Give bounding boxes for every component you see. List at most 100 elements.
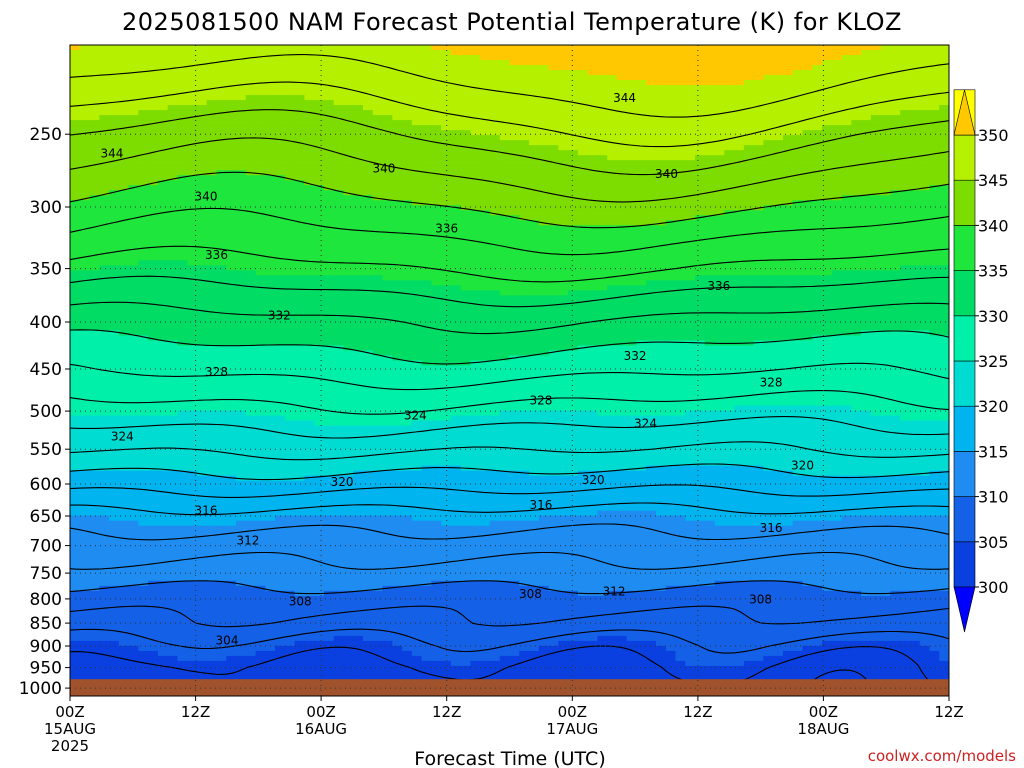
fill-cell	[597, 180, 608, 186]
fill-cell	[382, 160, 393, 166]
fill-cell	[284, 165, 296, 171]
fill-cell	[861, 315, 872, 322]
fill-cell	[548, 155, 559, 161]
fill-cell	[529, 170, 540, 176]
fill-cell	[665, 240, 677, 246]
fill-cell	[802, 275, 813, 281]
fill-cell	[70, 305, 81, 312]
fill-cell	[284, 120, 296, 126]
fill-cell	[343, 145, 354, 151]
fill-cell	[890, 95, 901, 101]
fill-cell	[187, 155, 198, 161]
fill-cell	[382, 280, 393, 286]
fill-cell	[704, 140, 716, 146]
fill-cell	[499, 200, 511, 206]
fill-cell	[919, 160, 931, 166]
fill-cell	[245, 90, 257, 96]
fill-cell	[314, 190, 325, 196]
fill-cell	[392, 225, 403, 231]
fill-cell	[265, 300, 276, 306]
fill-cell	[480, 245, 491, 251]
fill-cell	[812, 60, 823, 66]
fill-cell	[216, 125, 227, 131]
fill-cell	[392, 195, 403, 201]
fill-cell	[704, 85, 716, 91]
fill-cell	[587, 200, 598, 206]
fill-cell	[255, 170, 266, 176]
fill-cell	[714, 225, 725, 231]
fill-cell	[353, 235, 364, 241]
fill-cell	[177, 85, 188, 91]
fill-cell	[753, 85, 765, 91]
fill-cell	[529, 245, 540, 251]
fill-cell	[411, 215, 423, 221]
fill-cell	[333, 310, 345, 317]
fill-cell	[402, 90, 413, 96]
fill-cell	[70, 190, 81, 196]
fill-cell	[255, 185, 266, 191]
fill-cell	[489, 300, 501, 306]
fill-cell	[343, 75, 354, 81]
fill-cell	[782, 215, 794, 221]
fill-cell	[177, 75, 188, 81]
fill-cell	[919, 245, 931, 251]
fill-cell	[489, 215, 501, 221]
fill-cell	[470, 80, 481, 86]
fill-cell	[597, 55, 608, 61]
fill-cell	[206, 275, 218, 281]
fill-cell	[831, 280, 843, 286]
fill-cell	[187, 140, 198, 146]
fill-cell	[851, 315, 862, 322]
fill-cell	[646, 95, 657, 101]
fill-cell	[870, 240, 882, 246]
fill-cell	[118, 315, 130, 322]
fill-cell	[70, 140, 81, 146]
fill-cell	[382, 230, 393, 236]
fill-cell	[685, 245, 696, 251]
fill-cell	[187, 265, 198, 271]
fill-cell	[558, 160, 569, 166]
fill-cell	[89, 95, 100, 101]
fill-cell	[450, 140, 462, 146]
fill-cell	[919, 270, 931, 276]
fill-cell	[802, 110, 813, 116]
fill-cell	[724, 125, 735, 131]
fill-cell	[314, 50, 325, 56]
fill-cell	[939, 95, 949, 101]
fill-cell	[79, 120, 91, 126]
fill-cell	[489, 270, 501, 276]
fill-cell	[841, 245, 852, 251]
fill-cell	[568, 250, 579, 256]
fill-cell	[909, 55, 921, 61]
fill-cell	[802, 150, 813, 156]
fill-cell	[421, 100, 432, 106]
fill-cell	[665, 235, 677, 241]
fill-cell	[568, 290, 579, 296]
fill-cell	[900, 270, 911, 276]
fill-cell	[206, 115, 218, 121]
fill-cell	[450, 290, 462, 296]
fill-cell	[275, 190, 286, 196]
fill-cell	[118, 70, 130, 76]
fill-cell	[870, 290, 882, 296]
fill-cell	[441, 135, 452, 141]
fill-cell	[431, 55, 442, 61]
fill-cell	[656, 300, 667, 306]
fill-cell	[607, 310, 618, 317]
fill-cell	[773, 180, 784, 186]
fill-cell	[939, 225, 949, 231]
fill-cell	[177, 150, 188, 156]
fill-cell	[402, 280, 413, 286]
fill-cell	[226, 140, 237, 146]
fill-cell	[138, 170, 149, 176]
fill-cell	[79, 215, 91, 221]
fill-cell	[831, 210, 843, 216]
fill-cell	[499, 210, 511, 216]
fill-cell	[919, 105, 931, 111]
fill-cell	[519, 320, 530, 327]
fill-cell	[870, 145, 882, 151]
fill-cell	[782, 210, 794, 216]
fill-cell	[685, 95, 696, 101]
fill-cell	[792, 295, 804, 301]
fill-cell	[450, 265, 462, 271]
